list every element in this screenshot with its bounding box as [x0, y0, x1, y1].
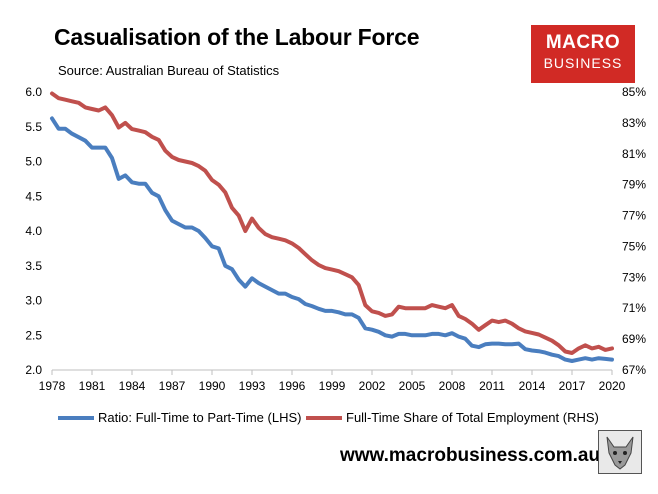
x-tick-label: 2002	[359, 379, 386, 393]
x-tick-label: 2017	[559, 379, 586, 393]
website-url[interactable]: www.macrobusiness.com.au	[340, 445, 601, 466]
y-right-tick-label: 85%	[622, 85, 646, 99]
x-tick-label: 2005	[399, 379, 426, 393]
legend-swatch-lhs	[58, 415, 94, 420]
y-left-tick-label: 3.0	[25, 294, 42, 308]
y-right-tick-label: 71%	[622, 301, 646, 315]
y-left-tick-label: 2.0	[25, 363, 42, 377]
y-right-tick-label: 73%	[622, 270, 646, 284]
y-right-tick-label: 67%	[622, 363, 646, 377]
x-tick-label: 1984	[119, 379, 146, 393]
series-line-ratio-lhs	[50, 116, 614, 363]
page-title: Casualisation of the Labour Force	[54, 24, 420, 50]
legend-label-lhs: Ratio: Full-Time to Part-Time (LHS)	[98, 410, 302, 425]
y-left-tick-label: 5.5	[25, 120, 42, 134]
x-tick-label: 1999	[319, 379, 346, 393]
legend-item-lhs: Ratio: Full-Time to Part-Time (LHS)	[58, 410, 301, 425]
y-left-tick-label: 5.0	[25, 155, 42, 169]
x-tick-label: 1981	[79, 379, 106, 393]
brand-logo: MACRO BUSINESS	[531, 25, 635, 83]
logo-line-1: MACRO	[545, 32, 621, 53]
x-tick-label: 2008	[439, 379, 466, 393]
y-left-tick-label: 4.0	[25, 224, 42, 238]
y-left-tick-label: 6.0	[25, 85, 42, 99]
source-note: Source: Australian Bureau of Statistics	[58, 63, 280, 78]
legend-swatch-rhs	[306, 415, 342, 420]
x-tick-label: 1990	[199, 379, 226, 393]
wolf-logo-icon	[598, 430, 642, 474]
x-tick-label: 2011	[479, 379, 505, 393]
left-axis: 2.0 2.5 3.0 3.5 4.0 4.5 5.0 5.5 6.0	[25, 85, 42, 377]
legend-label-rhs: Full-Time Share of Total Employment (RHS…	[346, 410, 599, 425]
x-tick-label: 2014	[519, 379, 546, 393]
x-tick-label: 1978	[39, 379, 66, 393]
x-tick-label: 1993	[239, 379, 266, 393]
x-tick-label: 2020	[599, 379, 626, 393]
y-right-tick-label: 77%	[622, 209, 646, 223]
x-tick-label: 1996	[279, 379, 306, 393]
series-line-fulltime-share-rhs	[50, 91, 614, 355]
series-layer	[50, 91, 614, 363]
y-right-tick-label: 79%	[622, 178, 646, 192]
logo-line-2: BUSINESS	[543, 55, 623, 71]
y-left-tick-label: 3.5	[25, 259, 42, 273]
x-axis: 1978 1981 1984 1987 1990 1993 1996 1999 2002 2005…	[39, 370, 626, 393]
y-right-tick-label: 83%	[622, 116, 646, 130]
y-right-tick-label: 75%	[622, 239, 646, 253]
y-left-tick-label: 4.5	[25, 189, 42, 203]
legend-item-rhs: Full-Time Share of Total Employment (RHS…	[306, 410, 599, 425]
y-right-tick-label: 69%	[622, 332, 646, 346]
y-left-tick-label: 2.5	[25, 328, 42, 342]
x-tick-label: 1987	[159, 379, 186, 393]
y-right-tick-label: 81%	[622, 147, 646, 161]
right-axis: 67% 69% 71% 73% 75% 77% 79% 81% 83% 85%	[622, 85, 646, 377]
